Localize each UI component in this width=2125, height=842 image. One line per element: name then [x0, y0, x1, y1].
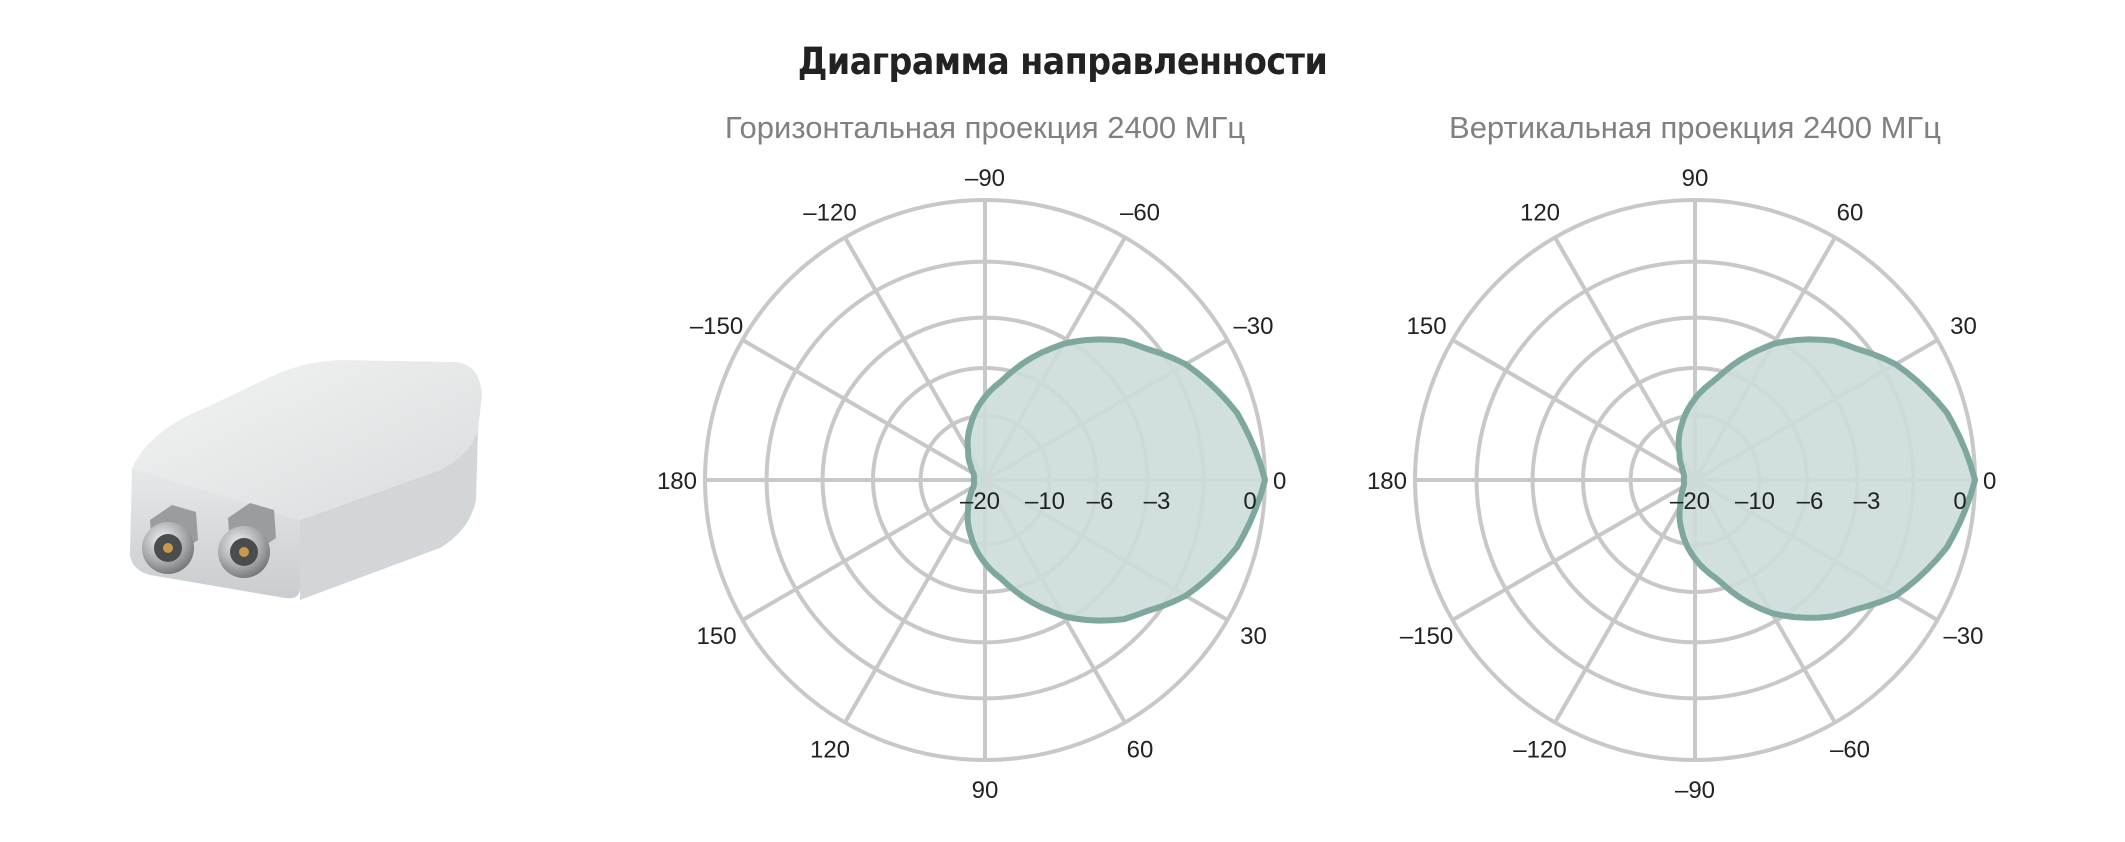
radial-tick-label: –6 — [1087, 488, 1114, 515]
angle-tick-label: 90 — [972, 777, 999, 804]
radial-tick-label: –10 — [1025, 488, 1065, 515]
grid-spoke — [741, 478, 986, 622]
radial-tick-label: –6 — [1797, 488, 1824, 515]
angle-tick-label: –150 — [1400, 623, 1453, 650]
grid-spoke — [1553, 479, 1697, 724]
angle-tick-label: 180 — [657, 468, 697, 495]
angle-tick-label: 30 — [1950, 313, 1977, 340]
device-side-face — [300, 430, 478, 600]
radial-tick-label: –3 — [1144, 488, 1171, 515]
connector-left — [142, 505, 198, 574]
radial-tick-label: –3 — [1854, 488, 1881, 515]
grid-spoke — [741, 338, 986, 482]
chart-subtitle: Вертикальная проекция 2400 МГц — [1449, 110, 1941, 145]
angle-tick-label: 120 — [1520, 200, 1560, 227]
grid-spoke — [843, 236, 987, 482]
radial-tick-label: 0 — [1953, 488, 1966, 515]
page-title: Диаграмма направленности — [797, 40, 1328, 83]
angle-tick-label: 60 — [1837, 200, 1864, 227]
antenna-device-image — [130, 360, 482, 600]
polar-chart-vertical: Вертикальная проекция 2400 МГц –20 –10 –6 –3… — [1367, 110, 1996, 804]
polar-chart-horizontal: Горизонтальная проекция 2400 МГц –20 –10 –6… — [657, 110, 1286, 804]
angle-tick-label: 0 — [1983, 468, 1996, 495]
angle-tick-label: –120 — [1513, 736, 1566, 763]
radial-tick-label: –10 — [1735, 488, 1775, 515]
connector-right — [218, 503, 276, 578]
angle-tick-label: –90 — [965, 165, 1005, 192]
angle-tick-label: 150 — [697, 623, 737, 650]
angle-tick-label: 0 — [1273, 468, 1286, 495]
angle-tick-label: 120 — [810, 736, 850, 763]
radial-tick-label: –20 — [1670, 488, 1710, 515]
angle-tick-label: 90 — [1682, 165, 1709, 192]
radiation-pattern — [1675, 336, 1978, 621]
grid-spoke — [1451, 338, 1697, 482]
angle-tick-label: –30 — [1943, 623, 1983, 650]
angle-tick-label: –30 — [1233, 313, 1273, 340]
radiation-pattern — [964, 336, 1268, 624]
grid-spoke — [1553, 236, 1697, 482]
angle-tick-label: –120 — [803, 200, 856, 227]
device-top-face — [132, 360, 482, 520]
radial-tick-label: 0 — [1243, 488, 1256, 515]
angle-tick-label: –90 — [1675, 777, 1715, 804]
angle-tick-label: 180 — [1367, 468, 1407, 495]
angle-tick-label: –60 — [1830, 736, 1870, 763]
grid-spoke — [843, 479, 987, 724]
chart-subtitle: Горизонтальная проекция 2400 МГц — [725, 110, 1246, 145]
angle-tick-label: 30 — [1240, 623, 1267, 650]
angle-tick-label: –60 — [1120, 200, 1160, 227]
angle-tick-label: –150 — [690, 313, 743, 340]
radial-tick-label: –20 — [960, 488, 1000, 515]
grid-spoke — [1451, 478, 1697, 622]
angle-tick-label: 60 — [1127, 736, 1154, 763]
angle-tick-label: 150 — [1407, 313, 1447, 340]
